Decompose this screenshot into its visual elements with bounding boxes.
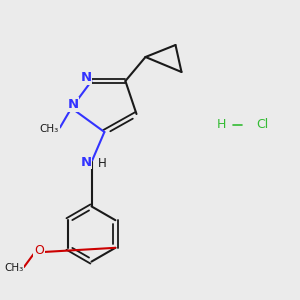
Text: CH₃: CH₃ <box>4 262 23 273</box>
Text: H: H <box>217 118 226 131</box>
Text: Cl: Cl <box>256 118 269 131</box>
Text: N: N <box>67 98 79 111</box>
Text: CH₃: CH₃ <box>40 124 59 134</box>
Text: N: N <box>80 71 92 84</box>
Text: H: H <box>98 157 106 170</box>
Text: O: O <box>34 244 44 257</box>
Text: N: N <box>80 155 92 169</box>
